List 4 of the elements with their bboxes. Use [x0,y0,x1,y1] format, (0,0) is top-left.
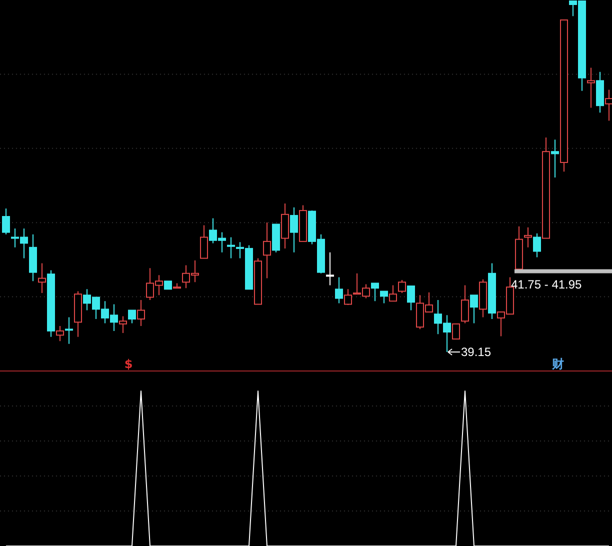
annotation: 39.15 [461,345,492,359]
annotation: 41.75 - 41.95 [511,277,582,292]
text: $ [124,357,133,371]
text: 财 [551,357,564,371]
